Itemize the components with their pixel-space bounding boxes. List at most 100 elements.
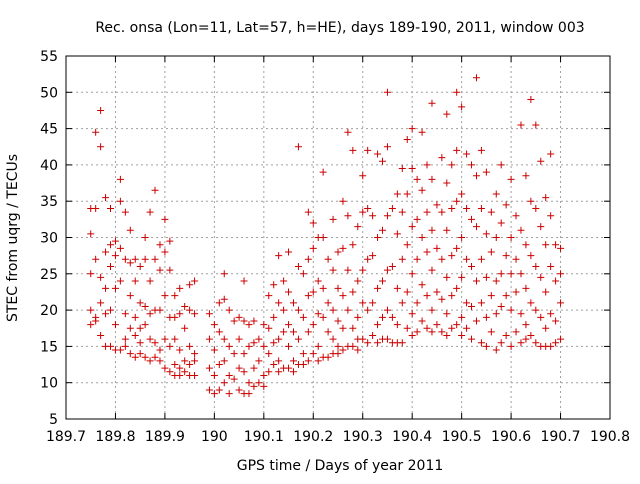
data-point [492, 310, 500, 318]
data-point [557, 270, 565, 278]
data-point [388, 263, 396, 271]
data-point [344, 128, 352, 136]
data-point [255, 335, 263, 343]
data-point [398, 165, 406, 173]
data-point [220, 335, 228, 343]
data-point [225, 390, 233, 398]
data-point [230, 375, 238, 383]
data-point [324, 299, 332, 307]
data-point [220, 295, 228, 303]
data-point [428, 175, 436, 183]
data-point [448, 292, 456, 300]
data-point [512, 255, 520, 263]
data-point [294, 263, 302, 271]
data-point [87, 321, 95, 329]
data-point [423, 161, 431, 169]
data-point [156, 346, 164, 354]
data-point [285, 248, 293, 256]
data-point [121, 255, 129, 263]
data-point [428, 328, 436, 336]
axis-ticks: 189.7 189.8 189.9 190 190.1 190.2 190.3 190.4 19… [40, 49, 630, 445]
data-point [448, 161, 456, 169]
x-tick-label: 190.1 [244, 429, 284, 445]
data-point [210, 371, 218, 379]
data-point [265, 368, 273, 376]
data-point [448, 324, 456, 332]
data-point [235, 364, 243, 372]
data-point [121, 208, 129, 216]
data-point [324, 328, 332, 336]
data-point [329, 215, 337, 223]
data-point [408, 310, 416, 318]
data-point [482, 313, 490, 321]
data-point [339, 324, 347, 332]
data-point [408, 270, 416, 278]
data-point [482, 342, 490, 350]
data-point [285, 342, 293, 350]
data-point [210, 390, 218, 398]
data-point [92, 204, 100, 212]
data-point [458, 190, 466, 198]
data-point [126, 259, 134, 267]
data-point [116, 277, 124, 285]
data-point [423, 292, 431, 300]
x-tick-label: 190.5 [442, 429, 482, 445]
data-point [453, 146, 461, 154]
data-point [522, 241, 530, 249]
data-point [359, 172, 367, 180]
y-tick-label: 15 [40, 339, 58, 355]
data-point [369, 252, 377, 260]
data-point [547, 342, 555, 350]
data-point [557, 244, 565, 252]
data-point [87, 230, 95, 238]
data-point [428, 99, 436, 107]
data-point [472, 223, 480, 231]
data-point [364, 339, 372, 347]
y-tick-label: 5 [49, 412, 58, 428]
data-point [393, 230, 401, 238]
data-point [294, 306, 302, 314]
data-point [344, 306, 352, 314]
data-point [507, 270, 515, 278]
y-tick-label: 30 [40, 231, 58, 247]
data-point [176, 310, 184, 318]
data-point [512, 328, 520, 336]
data-point [334, 248, 342, 256]
data-point [532, 121, 540, 129]
data-point [487, 292, 495, 300]
data-point [532, 263, 540, 271]
data-point [458, 313, 466, 321]
data-point [191, 371, 199, 379]
data-point [319, 284, 327, 292]
data-point [492, 277, 500, 285]
data-point [334, 350, 342, 358]
data-point [403, 190, 411, 198]
data-point [131, 332, 139, 340]
data-point [166, 237, 174, 245]
data-point [121, 335, 129, 343]
y-tick-label: 40 [40, 158, 58, 174]
data-point [260, 342, 268, 350]
data-point [379, 157, 387, 165]
data-point [314, 357, 322, 365]
y-tick-label: 10 [40, 376, 58, 392]
data-point [458, 273, 466, 281]
data-point [477, 299, 485, 307]
data-point [379, 277, 387, 285]
data-point [418, 317, 426, 325]
data-point [131, 255, 139, 263]
data-point [102, 194, 110, 202]
data-point [443, 179, 451, 187]
data-point [477, 204, 485, 212]
data-point [477, 339, 485, 347]
data-point [161, 335, 169, 343]
data-point [542, 288, 550, 296]
data-point [111, 321, 119, 329]
y-tick-label: 55 [40, 49, 58, 65]
data-point [156, 266, 164, 274]
data-point [443, 310, 451, 318]
data-point [171, 292, 179, 300]
data-point [463, 204, 471, 212]
data-point [186, 281, 194, 289]
